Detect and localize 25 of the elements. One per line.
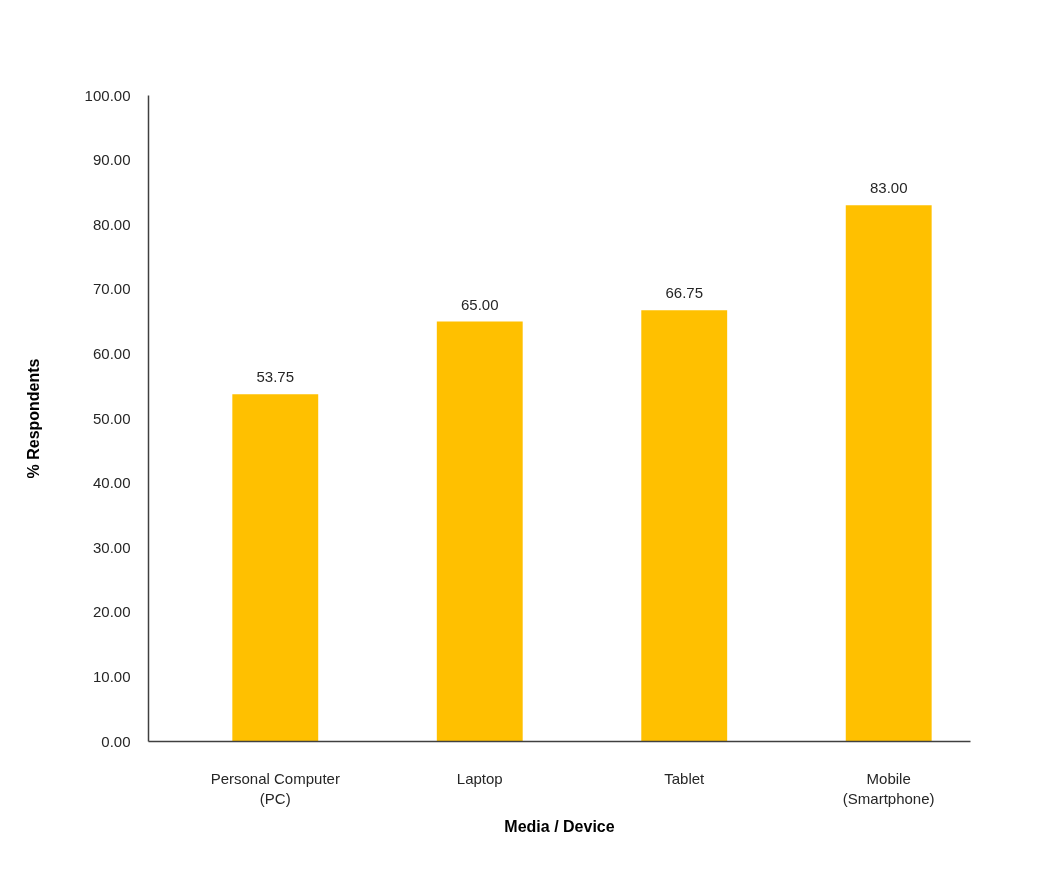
y-tick-label: 100.00 <box>84 86 131 104</box>
y-tick-label: 20.00 <box>92 603 131 621</box>
x-axis-title: Media / Device <box>504 817 615 835</box>
x-tick-label: Personal Computer (PC) <box>210 769 340 807</box>
x-tick-label: Laptop <box>456 769 503 787</box>
y-tick-label: 90.00 <box>92 151 131 169</box>
x-tick-label: Tablet <box>664 769 706 787</box>
data-label: 53.75 <box>256 368 295 386</box>
data-label: 66.75 <box>665 284 704 302</box>
y-tick-label: 0.00 <box>101 732 131 750</box>
y-tick-label: 80.00 <box>92 215 131 233</box>
y-tick-label: 50.00 <box>92 409 131 427</box>
data-label: 65.00 <box>460 295 499 313</box>
x-tick-label: Mobile (Smartphone) <box>842 769 935 807</box>
bar <box>436 321 523 742</box>
y-tick-label: 10.00 <box>92 667 131 685</box>
y-tick-label: 40.00 <box>92 474 131 492</box>
y-tick-label: 60.00 <box>92 344 131 362</box>
y-tick-label: 70.00 <box>92 280 131 298</box>
y-axis-title: % Respondents <box>24 358 42 479</box>
bar <box>845 205 932 742</box>
data-label: 83.00 <box>869 179 908 197</box>
bar <box>641 310 728 742</box>
bar <box>232 394 319 742</box>
y-tick-label: 30.00 <box>92 538 131 556</box>
